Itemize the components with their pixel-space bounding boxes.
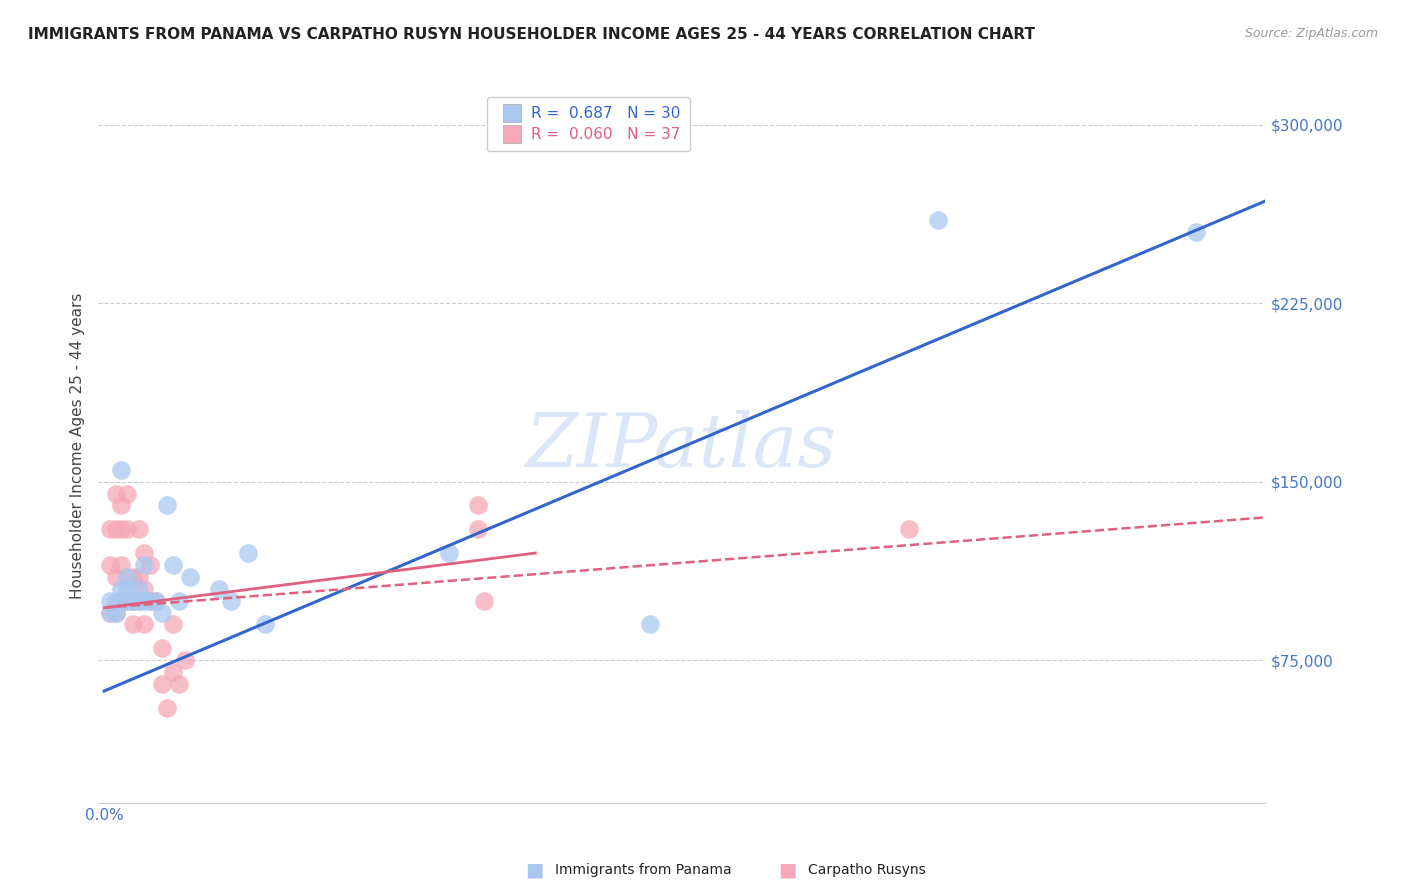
Point: [115, 522, 138, 536]
Point: [122, 570, 145, 584]
Point: [115, 593, 138, 607]
Point: [640, 617, 662, 632]
Point: [110, 499, 132, 513]
Point: [162, 558, 184, 572]
Point: [134, 617, 156, 632]
Point: [150, 677, 173, 691]
Text: Carpatho Rusyns: Carpatho Rusyns: [808, 863, 927, 877]
Point: [162, 617, 184, 632]
Point: [104, 486, 127, 500]
Point: [139, 593, 162, 607]
Text: Source: ZipAtlas.com: Source: ZipAtlas.com: [1244, 27, 1378, 40]
Point: [110, 582, 132, 596]
Point: [236, 546, 259, 560]
Point: [139, 558, 162, 572]
Point: [150, 606, 173, 620]
Point: [145, 593, 167, 607]
Point: [115, 593, 138, 607]
Y-axis label: Householder Income Ages 25 - 44 years: Householder Income Ages 25 - 44 years: [70, 293, 86, 599]
Point: [115, 570, 138, 584]
Point: [134, 558, 156, 572]
Point: [467, 522, 489, 536]
Point: [208, 582, 231, 596]
Point: [139, 593, 162, 607]
Point: [110, 558, 132, 572]
Point: [179, 570, 201, 584]
Point: [128, 570, 150, 584]
Point: [254, 617, 277, 632]
Point: [110, 593, 132, 607]
Point: [104, 522, 127, 536]
Text: ■: ■: [778, 860, 797, 880]
Point: [437, 546, 460, 560]
Point: [467, 499, 489, 513]
Point: [104, 606, 127, 620]
Point: [115, 582, 138, 596]
Point: [122, 617, 145, 632]
Point: [122, 593, 145, 607]
Point: [128, 582, 150, 596]
Point: [134, 546, 156, 560]
Point: [472, 593, 495, 607]
Point: [1185, 225, 1208, 239]
Point: [98, 606, 121, 620]
Point: [128, 593, 150, 607]
Legend: R =  0.687   N = 30, R =  0.060   N = 37: R = 0.687 N = 30, R = 0.060 N = 37: [486, 97, 690, 152]
Point: [167, 677, 190, 691]
Text: IMMIGRANTS FROM PANAMA VS CARPATHO RUSYN HOUSEHOLDER INCOME AGES 25 - 44 YEARS C: IMMIGRANTS FROM PANAMA VS CARPATHO RUSYN…: [28, 27, 1035, 42]
Point: [110, 463, 132, 477]
Point: [110, 522, 132, 536]
Point: [104, 593, 127, 607]
Point: [104, 570, 127, 584]
Point: [104, 606, 127, 620]
Point: [134, 582, 156, 596]
Point: [98, 558, 121, 572]
Point: [98, 593, 121, 607]
Text: ■: ■: [524, 860, 544, 880]
Point: [98, 606, 121, 620]
Point: [145, 593, 167, 607]
Point: [115, 486, 138, 500]
Point: [173, 653, 195, 667]
Point: [150, 641, 173, 656]
Point: [927, 213, 949, 227]
Point: [898, 522, 921, 536]
Point: [122, 593, 145, 607]
Point: [162, 665, 184, 679]
Text: Immigrants from Panama: Immigrants from Panama: [555, 863, 733, 877]
Point: [167, 593, 190, 607]
Point: [122, 593, 145, 607]
Point: [128, 522, 150, 536]
Point: [219, 593, 242, 607]
Point: [134, 593, 156, 607]
Point: [156, 499, 179, 513]
Point: [156, 700, 179, 714]
Point: [128, 593, 150, 607]
Point: [98, 522, 121, 536]
Text: ZIPatlas: ZIPatlas: [526, 409, 838, 483]
